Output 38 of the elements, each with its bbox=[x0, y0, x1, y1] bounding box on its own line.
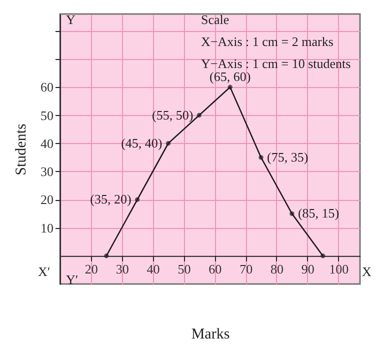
data-label: (35, 20) bbox=[90, 192, 132, 207]
point bbox=[134, 197, 140, 202]
x-tick-label: 100 bbox=[329, 261, 349, 276]
annotation: Scale bbox=[201, 12, 230, 27]
y-tick-label: 50 bbox=[40, 108, 54, 123]
y-tick-label: 10 bbox=[40, 220, 54, 236]
data-label: (65, 60) bbox=[210, 69, 251, 84]
y-tick-label: 30 bbox=[40, 164, 54, 179]
point bbox=[228, 84, 232, 90]
annotation: Y−Axis : 1 cm = 10 students bbox=[201, 56, 351, 71]
x-tick-label: 60 bbox=[208, 261, 222, 276]
data-label: (55, 50) bbox=[152, 107, 194, 122]
annotation: Y′ bbox=[66, 272, 78, 287]
y-tick-label: 40 bbox=[40, 136, 54, 151]
y-tick-label: 60 bbox=[40, 80, 54, 95]
x-axis-title: Marks bbox=[191, 326, 230, 342]
x-tick-label: 70 bbox=[240, 261, 253, 276]
x-tick-label: 30 bbox=[116, 261, 129, 276]
x-tick-label: 40 bbox=[146, 261, 160, 276]
point bbox=[166, 141, 171, 146]
x-tick-label: 50 bbox=[178, 261, 191, 276]
point bbox=[290, 211, 294, 216]
point bbox=[104, 254, 109, 258]
y-tick-label: 20 bbox=[40, 192, 54, 208]
point bbox=[258, 155, 264, 160]
text: X′ bbox=[38, 264, 50, 279]
data-label: (85, 15) bbox=[298, 206, 340, 221]
annotation: Y bbox=[66, 12, 76, 27]
x-tick-label: 90 bbox=[301, 261, 314, 276]
data-label: (75, 35) bbox=[267, 149, 308, 164]
point bbox=[196, 112, 202, 118]
text: X bbox=[362, 264, 372, 279]
data-label: (45, 40) bbox=[121, 135, 162, 150]
x-tick-label: 20 bbox=[84, 261, 98, 276]
y-axis-title: Students bbox=[14, 124, 30, 176]
point bbox=[320, 254, 326, 258]
x-tick-label: 80 bbox=[270, 261, 284, 276]
annotation: X−Axis : 1 cm = 2 marks bbox=[201, 34, 334, 49]
